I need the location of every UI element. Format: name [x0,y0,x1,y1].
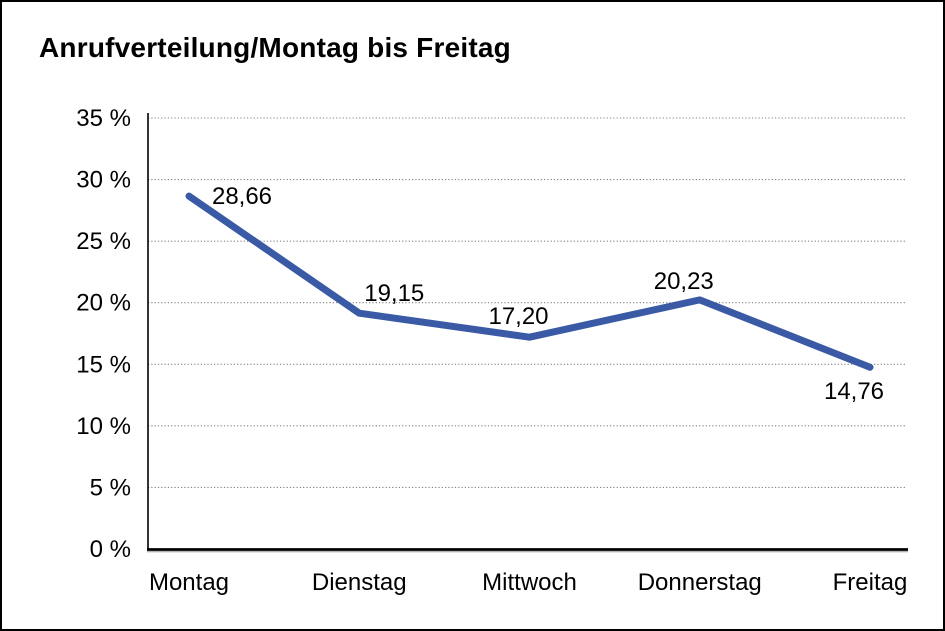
y-tick-label: 20 % [76,290,131,317]
x-tick-label: Freitag [833,569,908,596]
x-tick-label: Montag [149,569,229,596]
series-line [185,192,874,371]
chart-title: Anrufverteilung/Montag bis Freitag [39,32,511,63]
data-label: 19,15 [364,280,424,307]
y-tick-label: 30 % [76,167,131,194]
x-tick-label: Dienstag [312,569,407,596]
y-tick-label: 35 % [76,105,131,132]
data-label: 28,66 [212,183,272,210]
data-label: 20,23 [654,268,714,295]
y-tick-label: 5 % [90,474,131,501]
x-tick-label: Donnerstag [638,569,762,596]
y-tick-label: 15 % [76,351,131,378]
data-label: 17,20 [488,303,548,330]
x-tick-label: Mittwoch [482,569,577,596]
y-tick-label: 10 % [76,413,131,440]
y-tick-label: 25 % [76,228,131,255]
data-label: 14,76 [824,378,884,405]
y-tick-label: 0 % [90,536,131,563]
